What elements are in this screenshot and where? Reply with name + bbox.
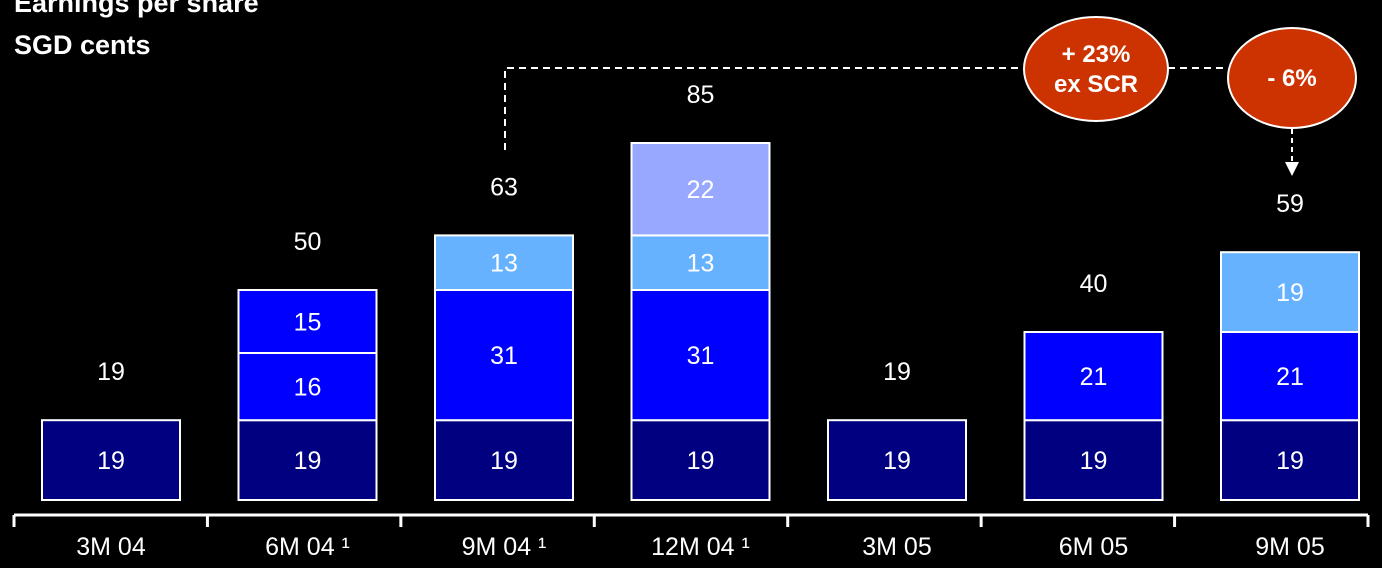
total-value-label: 85 [687,81,715,109]
total-value-label: 19 [97,358,125,386]
bar-segment [630,142,771,237]
total-value-label: 59 [1276,190,1304,218]
bar-segment [434,419,574,502]
bar-segment [41,419,181,502]
x-tick-label: 3M 04 [76,533,146,561]
connector-9m04-to-6m05 [504,67,1022,150]
bar-segment [630,234,771,291]
segment-value-label: 19 [97,447,125,475]
growth-bubble [1227,27,1357,129]
arrow-head-to-9m05 [1285,162,1299,176]
segment-value-label: 21 [1276,363,1304,391]
bar-segment [237,352,378,422]
segment-value-label: 31 [490,342,518,370]
bar-segment [1220,419,1360,502]
chart-subtitle: SGD cents [14,30,151,60]
segment-value-label: 19 [490,447,518,475]
segment-value-label: 19 [1080,447,1108,475]
x-tick-label: 3M 05 [862,533,931,561]
segment-value-label: 13 [687,250,715,278]
bar-segment [434,289,574,422]
segment-value-label: 13 [490,250,518,278]
growth-bubble [1023,16,1169,122]
segment-value-label: 19 [1276,279,1304,307]
bar-segment [1023,331,1164,422]
segment-value-label: 31 [687,342,715,370]
x-tick-label: 6M 04 ¹ [265,533,350,561]
segment-value-label: 19 [294,447,322,475]
total-value-label: 40 [1080,270,1108,298]
segment-value-label: 21 [1080,363,1108,391]
bar-segment [1220,331,1360,422]
x-tick-label: 6M 05 [1059,533,1128,561]
bar-segment [237,419,378,502]
x-tick-label: 12M 04 ¹ [651,533,750,561]
segment-value-label: 22 [687,176,715,204]
bar-segment [434,234,574,291]
total-value-label: 19 [883,358,911,386]
bar-segment [1220,251,1360,333]
growth-bubble-label: - 6% [1267,65,1316,92]
growth-bubble-label: + 23% [1062,41,1131,68]
segment-value-label: 15 [294,309,322,337]
chart-title: Earnings per share [14,0,259,18]
x-tick-label: 9M 05 [1255,533,1324,561]
total-value-label: 50 [294,228,322,256]
bar-segment [237,289,378,354]
segment-value-label: 19 [1276,447,1304,475]
bar-segment [827,419,967,502]
bar-segment [630,289,771,422]
segment-value-label: 16 [294,374,322,402]
segment-value-label: 19 [883,447,911,475]
growth-bubble-label: ex SCR [1054,71,1138,98]
bar-segment [1023,419,1164,502]
segment-value-label: 19 [687,447,715,475]
x-tick-label: 9M 04 ¹ [462,533,547,561]
total-value-label: 63 [490,173,518,201]
